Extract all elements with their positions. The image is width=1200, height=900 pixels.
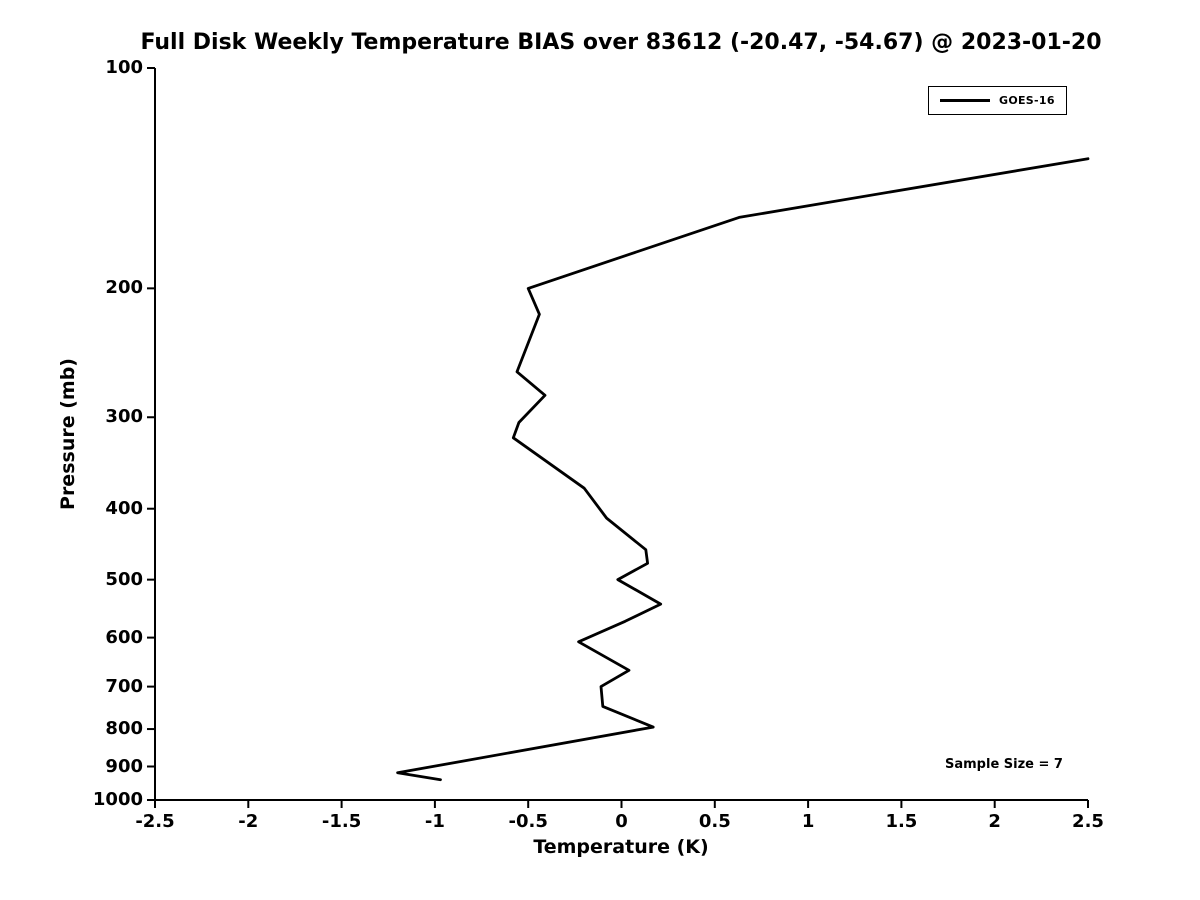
x-tick-label: -0.5	[508, 811, 548, 832]
chart-title: Full Disk Weekly Temperature BIAS over 8…	[140, 30, 1102, 55]
x-tick-label: -1	[424, 811, 445, 832]
x-tick-label: 1.5	[885, 811, 918, 832]
x-tick-label: -2.5	[135, 811, 175, 832]
legend: GOES-16	[928, 86, 1067, 115]
y-tick-label: 800	[105, 718, 143, 740]
y-tick-label: 1000	[92, 789, 143, 810]
y-tick-label: 200	[105, 277, 143, 299]
x-tick-label: 0	[615, 811, 628, 832]
sample-size-annotation: Sample Size = 7	[945, 757, 1063, 772]
series-line-goes-16	[396, 157, 1090, 782]
x-tick-label: -2	[238, 811, 259, 832]
x-tick-label: 0.5	[698, 811, 731, 832]
x-tick-label: 1	[801, 811, 815, 832]
x-axis-label: Temperature (K)	[533, 836, 709, 858]
y-tick-label: 400	[105, 497, 143, 519]
y-tick-label: 600	[105, 626, 143, 648]
legend-series-label: GOES-16	[999, 94, 1055, 107]
y-tick-label: 700	[105, 675, 143, 697]
x-tick-label: 2	[988, 811, 1001, 832]
y-tick-label: 900	[105, 755, 143, 777]
x-tick-label: 2.5	[1072, 811, 1104, 832]
x-tick-label: -1.5	[321, 811, 362, 832]
legend-line-icon	[940, 99, 990, 102]
y-tick-label: 500	[105, 568, 143, 590]
y-tick-label: 300	[105, 406, 143, 428]
y-tick-label: 100	[105, 57, 143, 78]
